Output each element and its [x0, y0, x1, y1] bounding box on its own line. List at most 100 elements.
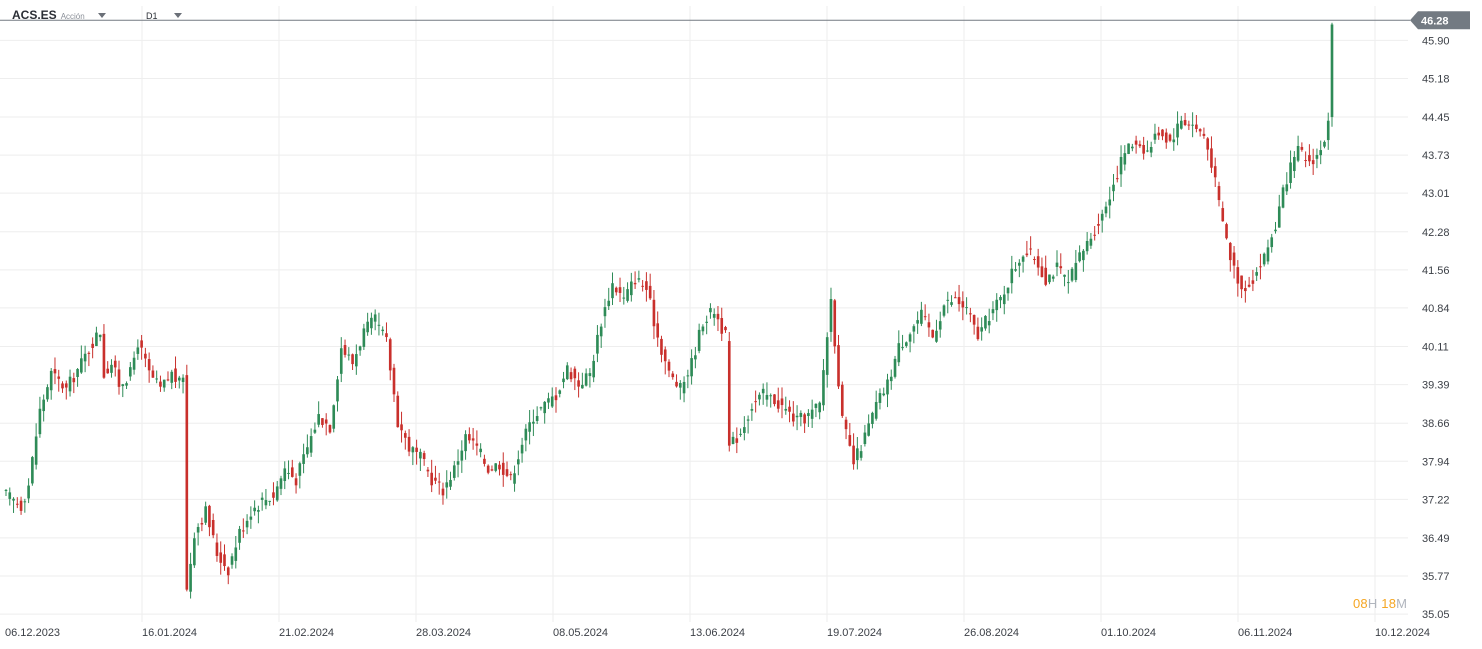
candle	[223, 544, 226, 571]
candle-body	[1127, 143, 1130, 154]
candle-body	[950, 302, 953, 305]
candle	[1097, 213, 1100, 235]
candle	[588, 368, 592, 388]
candle	[140, 335, 143, 360]
candle	[377, 312, 381, 336]
candle-body	[739, 433, 742, 435]
candle-body	[611, 283, 614, 299]
candle	[694, 346, 697, 369]
candle	[905, 341, 908, 348]
candle-body	[1172, 139, 1176, 143]
candle-body	[373, 314, 377, 322]
y-tick-label: 37.94	[1422, 456, 1450, 468]
candle-body	[245, 520, 249, 528]
candle	[1157, 126, 1161, 140]
candle	[908, 332, 912, 353]
candle-body	[366, 321, 369, 333]
candle-body	[822, 370, 825, 406]
candle	[407, 429, 411, 457]
candle	[166, 371, 170, 382]
candle-body	[294, 478, 298, 486]
candle-body	[464, 434, 467, 452]
chevron-down-icon[interactable]	[98, 13, 106, 18]
candle	[324, 413, 328, 436]
candle-body	[1055, 262, 1059, 267]
candle-body	[494, 463, 498, 471]
candle	[727, 331, 731, 452]
candle	[1093, 225, 1096, 241]
candle-body	[1274, 229, 1277, 232]
candle-body	[309, 436, 313, 453]
candle-body	[840, 384, 844, 416]
symbol-selector[interactable]: ACS.ES Acción	[12, 8, 85, 28]
candle-body	[528, 422, 531, 432]
candle-body	[1255, 272, 1258, 276]
candle-body	[351, 354, 354, 365]
candle	[298, 461, 302, 489]
candle	[1059, 253, 1063, 274]
candle	[882, 387, 886, 397]
candle	[441, 482, 445, 505]
candle	[938, 311, 942, 338]
candle-body	[686, 375, 690, 377]
timeframe-selector[interactable]: D1	[140, 8, 158, 28]
candle	[758, 392, 761, 406]
candle	[1183, 112, 1187, 127]
candle-body	[31, 457, 34, 484]
candle-body	[38, 408, 42, 435]
candle	[505, 461, 509, 478]
x-tick-label: 21.02.2024	[279, 627, 334, 639]
candle-body	[53, 369, 57, 374]
candle-body	[622, 297, 626, 299]
candle-body	[863, 432, 867, 445]
candle	[761, 383, 765, 405]
candle-body	[833, 300, 837, 347]
candle	[1048, 274, 1051, 285]
candle	[117, 360, 121, 395]
candle	[743, 416, 746, 441]
candle-body	[4, 489, 8, 491]
candle	[230, 553, 234, 569]
candle	[302, 443, 305, 474]
candle	[750, 403, 754, 421]
candle-body	[95, 332, 98, 347]
candle	[810, 399, 814, 428]
candle-body	[961, 301, 965, 308]
candle-body	[1021, 256, 1025, 262]
candle-body	[671, 373, 675, 378]
candle-body	[219, 552, 223, 563]
candle-body	[260, 497, 264, 500]
candle-body	[449, 479, 452, 487]
candle	[219, 541, 223, 575]
chevron-down-icon[interactable]	[174, 13, 182, 18]
candle-body	[125, 383, 128, 386]
candle-body	[1070, 268, 1074, 281]
candle	[630, 272, 633, 302]
candle-body	[385, 333, 388, 338]
candle	[1146, 140, 1149, 153]
y-tick-label: 40.11	[1422, 342, 1449, 354]
candle-body	[144, 353, 147, 359]
candle-body	[49, 370, 53, 391]
candle-body	[332, 405, 336, 429]
candle-body	[1014, 269, 1017, 271]
candle-body	[1033, 258, 1036, 260]
candle-body	[324, 419, 328, 424]
candle-body	[1078, 252, 1081, 262]
candle-body	[844, 419, 848, 430]
candle-body	[113, 360, 117, 368]
candle-body	[174, 368, 177, 382]
candle-body	[916, 320, 919, 324]
candle	[675, 374, 678, 388]
candle-body	[264, 500, 268, 506]
candle	[543, 400, 547, 424]
candle	[170, 369, 174, 390]
candle	[554, 387, 558, 413]
candle	[1274, 221, 1277, 234]
candle-body	[238, 528, 241, 543]
candle-body	[298, 463, 302, 476]
candle-body	[547, 398, 550, 403]
candle	[388, 337, 392, 381]
